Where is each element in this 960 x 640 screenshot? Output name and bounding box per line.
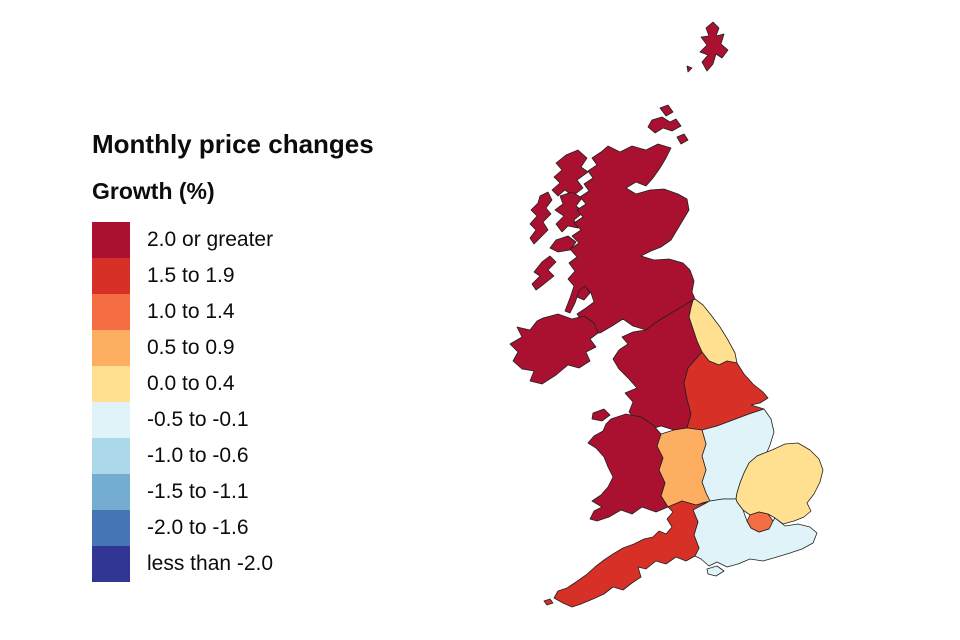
- legend-swatch: [92, 258, 130, 294]
- scotland-mainland: [564, 143, 696, 335]
- legend-swatch: [92, 366, 130, 402]
- south-west-shape: [553, 500, 709, 608]
- scotland-islay-jura: [531, 255, 557, 291]
- legend-item-label: 1.0 to 1.4: [147, 300, 235, 323]
- legend-swatch: [92, 402, 130, 438]
- legend-swatch: [92, 474, 130, 510]
- legend-swatch: [92, 546, 130, 582]
- uk-choropleth-map: [509, 21, 824, 608]
- west-midlands-shape: [656, 427, 711, 508]
- legend-item-label: -0.5 to -0.1: [147, 408, 249, 431]
- chart-title: Monthly price changes: [92, 129, 374, 159]
- legend-item-label: -1.5 to -1.1: [147, 480, 249, 503]
- legend-item-label: 0.0 to 0.4: [147, 372, 235, 395]
- legend: 2.0 or greater 1.5 to 1.9 1.0 to 1.4 0.5…: [92, 222, 273, 582]
- legend-item: 0.0 to 0.4: [92, 366, 273, 402]
- legend-swatch: [92, 222, 130, 258]
- south-east-isle-of-wight: [706, 565, 725, 577]
- legend-item-label: -1.0 to -0.6: [147, 444, 249, 467]
- legend-item: less than -2.0: [92, 546, 273, 582]
- region-south-west: [543, 500, 709, 608]
- legend-item-label: -2.0 to -1.6: [147, 516, 249, 539]
- legend-item: -1.0 to -0.6: [92, 438, 273, 474]
- london-shape: [746, 511, 774, 533]
- region-wales: [587, 408, 669, 522]
- legend-item: -0.5 to -0.1: [92, 402, 273, 438]
- legend-item-label: less than -2.0: [147, 552, 274, 575]
- legend-swatch: [92, 438, 130, 474]
- northern-ireland-shape: [509, 313, 599, 385]
- region-northern-ireland: [509, 313, 599, 385]
- legend-title: Growth (%): [92, 178, 215, 204]
- legend-item: 0.5 to 0.9: [92, 330, 273, 366]
- legend-item-label: 1.5 to 1.9: [147, 264, 235, 287]
- scotland-shetland-islet: [686, 65, 693, 73]
- legend-item: 1.0 to 1.4: [92, 294, 273, 330]
- legend-swatch: [92, 330, 130, 366]
- scotland-mull: [549, 235, 577, 253]
- scotland-orkney: [647, 104, 689, 145]
- region-london: [746, 511, 774, 533]
- wales-anglesey: [591, 408, 611, 422]
- legend-swatch: [92, 294, 130, 330]
- legend-item: -2.0 to -1.6: [92, 510, 273, 546]
- region-west-midlands: [656, 427, 711, 508]
- region-east-of-england: [735, 442, 824, 525]
- legend-swatch: [92, 510, 130, 546]
- scotland-shetland: [699, 21, 729, 72]
- legend-item-label: 2.0 or greater: [147, 228, 274, 251]
- legend-item: -1.5 to -1.1: [92, 474, 273, 510]
- east-of-england-shape: [735, 442, 824, 525]
- legend-item: 1.5 to 1.9: [92, 258, 273, 294]
- legend-item: 2.0 or greater: [92, 222, 273, 258]
- legend-item-label: 0.5 to 0.9: [147, 336, 235, 359]
- south-west-scilly: [543, 598, 554, 606]
- region-scotland: [529, 21, 729, 335]
- wales-mainland: [587, 413, 669, 522]
- scotland-skye: [554, 191, 585, 233]
